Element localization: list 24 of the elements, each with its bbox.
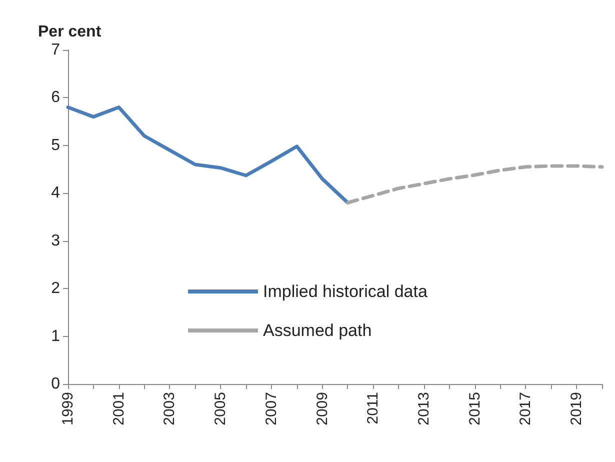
x-tick-label: 2015 [466, 392, 484, 426]
y-tick-label: 3 [51, 232, 60, 250]
y-tick-label: 0 [51, 376, 60, 392]
legend-label: Implied historical data [263, 282, 428, 301]
x-tick-label: 2011 [364, 392, 382, 424]
line-series [346, 164, 604, 204]
x-tick-label: 2003 [161, 392, 178, 426]
x-tick-label: 2005 [212, 392, 230, 426]
x-tick-label: 1999 [60, 392, 76, 426]
x-tick-label: 2019 [568, 392, 586, 426]
y-tick-label: 7 [51, 42, 60, 58]
x-tick-label: 2007 [262, 392, 280, 426]
y-tick-label: 6 [51, 89, 60, 106]
line-series [66, 106, 350, 204]
y-axis-title: Per cent [38, 24, 102, 40]
y-tick-label: 2 [51, 280, 60, 298]
y-tick-label: 4 [51, 184, 60, 202]
x-tick-label: 2013 [416, 392, 432, 426]
legend-label: Assumed path [263, 321, 372, 340]
x-tick-label: 2009 [314, 392, 331, 426]
y-tick-label: 1 [51, 328, 60, 345]
x-tick-label: 2001 [110, 392, 128, 426]
x-tick-label: 2017 [517, 392, 534, 426]
y-tick-label: 5 [51, 136, 60, 154]
